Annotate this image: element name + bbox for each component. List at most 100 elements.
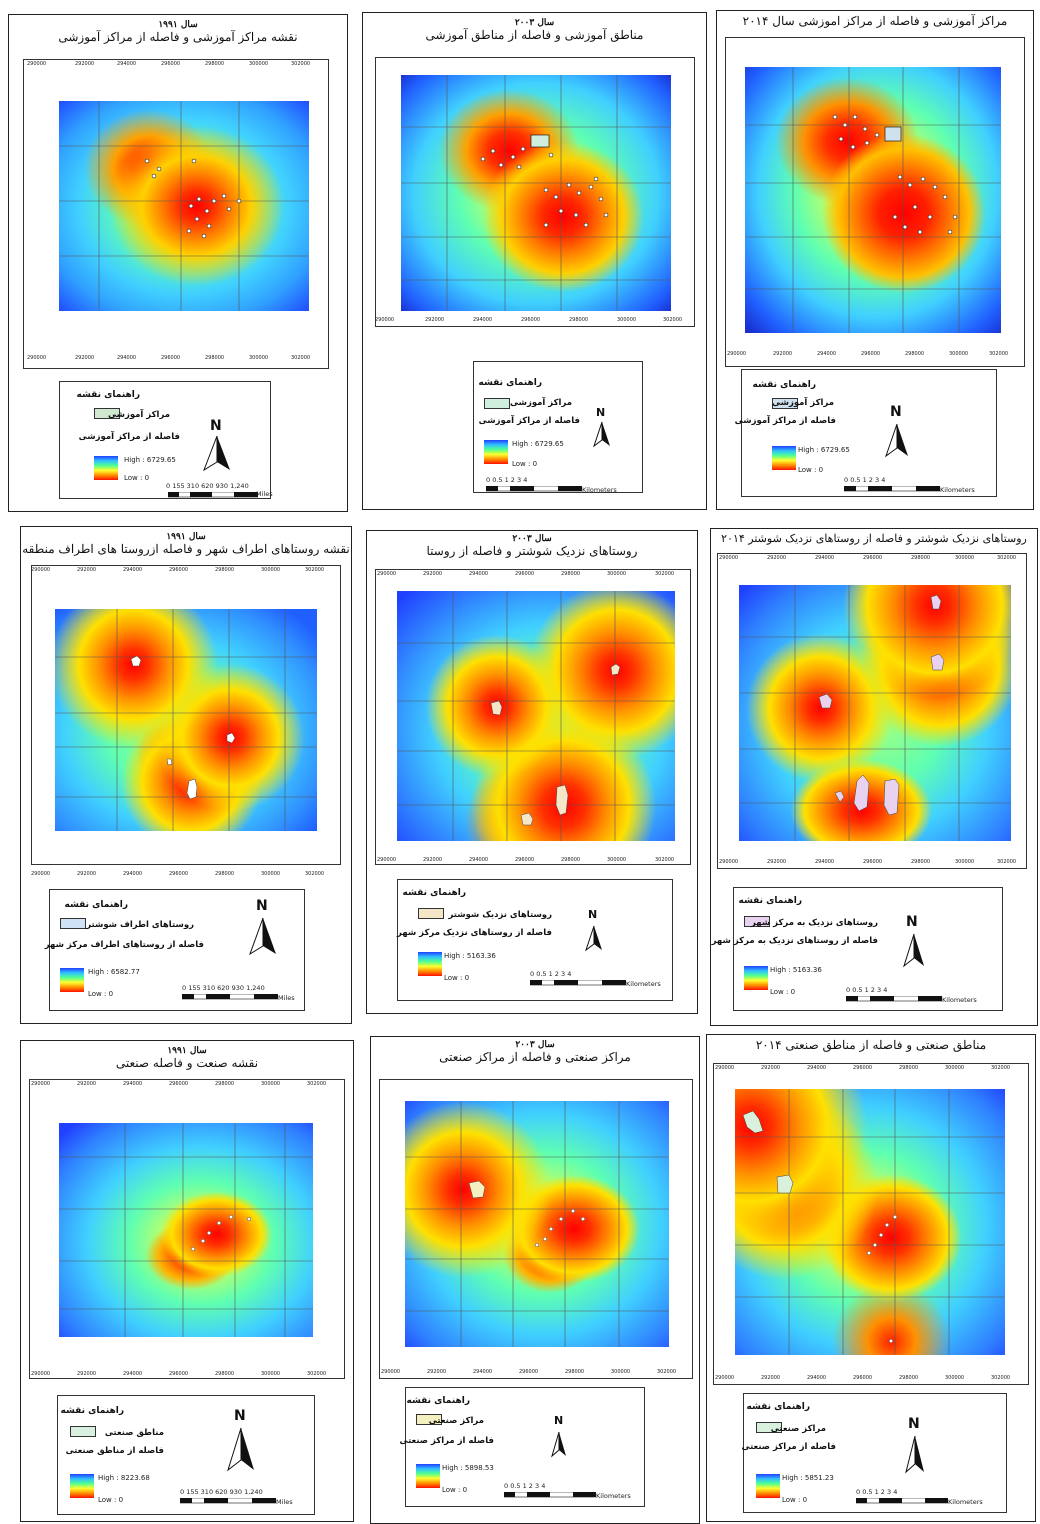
x-tick: 302000 [997, 555, 1017, 561]
panel-title: روستاهای نزدیک شوشتر و فاصله از روستاهای… [721, 532, 1027, 545]
scale-bar [168, 492, 258, 498]
x-tick: 296000 [515, 571, 535, 577]
x-tick: 300000 [611, 1369, 631, 1375]
x-tick: 294000 [123, 1081, 143, 1087]
legend-title: راهنمای نقشه [60, 1406, 124, 1416]
scale-unit: Kilometers [582, 486, 617, 494]
x-tick: 294000 [123, 567, 143, 573]
x-tick: 296000 [863, 555, 883, 561]
x-tick: 300000 [261, 1081, 281, 1087]
x-tick: 294000 [807, 1375, 827, 1381]
legend-swatch [94, 408, 120, 419]
legend-title: راهنمای نقشه [76, 390, 140, 400]
ramp-low-label: Low : 0 [782, 1496, 808, 1504]
x-tick: 298000 [911, 555, 931, 561]
x-tick: 290000 [27, 61, 47, 67]
x-tick: 294000 [469, 571, 489, 577]
x-tick: 302000 [307, 1371, 327, 1377]
x-tick: 302000 [305, 567, 325, 573]
color-ramp [70, 1474, 94, 1498]
x-tick: 294000 [469, 857, 489, 863]
scale-labels: 0 155 310 620 930 1,240 [166, 482, 249, 490]
north-label: N [596, 406, 606, 419]
legend-swatch [772, 398, 798, 409]
x-tick: 298000 [205, 61, 225, 67]
north-label: N [554, 1414, 564, 1427]
ramp-high-label: High : 5163.36 [444, 952, 496, 960]
distance-raster [55, 609, 317, 831]
scale-labels: 0 0.5 1 2 3 4 [530, 970, 572, 978]
ramp-low-label: Low : 0 [770, 988, 796, 996]
map-panel-education-2014: مراکز آموزشی و فاصله از مراکز اموزشی سال… [716, 10, 1034, 510]
x-tick: 290000 [715, 1065, 735, 1071]
x-tick: 290000 [727, 351, 747, 357]
legend-title: راهنمای نقشه [752, 380, 816, 390]
legend-item-label: روستاهای نزدیک شوشتر [448, 910, 552, 920]
x-tick: 302000 [663, 317, 683, 323]
map-panel-villages-1991: سال ۱۹۹۱ نقشه روستاهای اطراف شهر و فاصله… [20, 526, 352, 1024]
map-panel-industry-2003: سال ۲۰۰۳ مراکز صنعتی و فاصله از مراکز صن… [370, 1036, 700, 1524]
x-tick: 290000 [31, 871, 51, 877]
x-tick: 298000 [561, 571, 581, 577]
legend-distance-label: فاصله از مراکز صنعتی [741, 1442, 836, 1452]
x-tick: 292000 [75, 355, 95, 361]
scale-unit: Kilometers [596, 1492, 631, 1500]
graticule [401, 75, 671, 311]
distance-raster [59, 101, 309, 311]
north-arrow-icon [203, 435, 230, 472]
legend-item-label: روستاهای اطراف شوشتر [86, 920, 194, 930]
x-tick: 296000 [519, 1369, 539, 1375]
x-tick: 298000 [905, 351, 925, 357]
x-tick: 290000 [715, 1375, 735, 1381]
panel-title: نقشه روستاهای اطراف شهر و فاصله ازروستا … [22, 541, 350, 556]
panel-title: نقشه صنعت و فاصله صنعتی [115, 1055, 259, 1070]
x-tick: 300000 [261, 567, 281, 573]
x-tick: 290000 [377, 571, 397, 577]
x-tick: 296000 [169, 1081, 189, 1087]
color-ramp [772, 446, 796, 470]
map-frame [725, 37, 1025, 367]
north-arrow-icon [585, 925, 602, 952]
scale-labels: 0 155 310 620 930 1,240 [180, 1488, 263, 1496]
x-tick: 298000 [215, 567, 235, 573]
x-tick: 300000 [261, 871, 281, 877]
map-frame [29, 1079, 345, 1379]
legend-distance-label: فاصله از روستاهای نزدیک به مرکز شهر [711, 936, 878, 946]
x-tick: 290000 [31, 567, 51, 573]
panel-year: سال ۱۹۹۱ [167, 1046, 207, 1056]
x-tick: 298000 [899, 1065, 919, 1071]
x-tick: 298000 [565, 1369, 585, 1375]
legend-title: راهنمای نقشه [64, 900, 128, 910]
legend-item-label: مراکز صنعتی [428, 1416, 484, 1426]
map-legend: راهنمای نقشه مراکز صنعتی فاصله از مراکز … [399, 1387, 645, 1507]
x-tick: 290000 [719, 555, 739, 561]
graticule [59, 1123, 313, 1337]
ramp-high-label: High : 6729.65 [512, 440, 564, 448]
ramp-low-label: Low : 0 [124, 474, 150, 482]
color-ramp [756, 1474, 780, 1498]
graticule [405, 1101, 669, 1347]
scale-bar [180, 1498, 276, 1504]
graticule [55, 609, 317, 831]
legend-distance-label: فاصله از مراکز آموزشی [78, 432, 180, 442]
x-tick: 294000 [123, 871, 143, 877]
north-arrow-icon [905, 1435, 924, 1474]
ramp-high-label: High : 8223.68 [98, 1474, 150, 1482]
panel-title: مناطق آموزشی و فاصله از مناطق آموزشی [425, 27, 644, 42]
x-tick: 300000 [945, 1065, 965, 1071]
legend-item-label: روستاهای نزدیک به مرکز شهر [750, 918, 878, 928]
map-legend: راهنمای نقشه مناطق صنعتی فاصله از مناطق … [57, 1395, 315, 1515]
x-tick: 302000 [997, 859, 1017, 865]
graticule [735, 1089, 1005, 1355]
x-tick: 300000 [261, 1371, 281, 1377]
legend-item-label: مراکز صنعتی [770, 1424, 826, 1434]
legend-title: راهنمای نقشه [738, 896, 802, 906]
x-tick: 290000 [377, 857, 397, 863]
ramp-high-label: High : 6729.65 [798, 446, 850, 454]
scale-unit: Miles [256, 490, 273, 498]
map-legend: راهنمای نقشه روستاهای اطراف شوشتر فاصله … [45, 889, 305, 1011]
x-tick: 294000 [117, 355, 137, 361]
scale-bar [486, 486, 582, 492]
ramp-high-label: High : 6729.65 [124, 456, 176, 464]
panel-year: سال ۲۰۰۳ [512, 534, 552, 544]
